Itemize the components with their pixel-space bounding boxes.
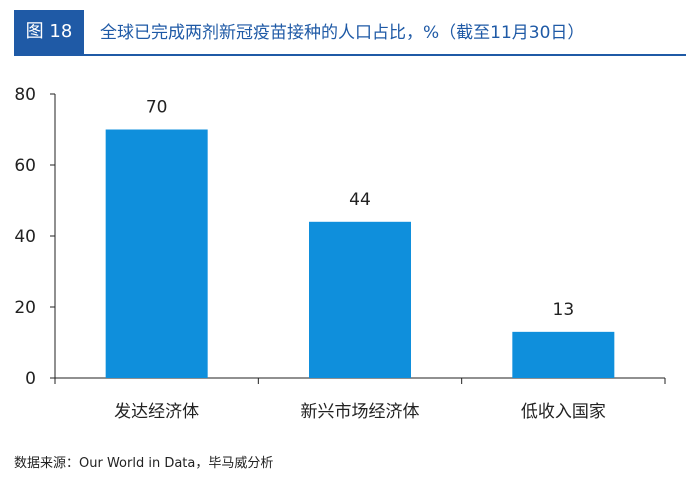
figure-number-badge: 图 18 bbox=[14, 10, 84, 54]
figure-title: 全球已完成两剂新冠疫苗接种的人口占比，%（截至11月30日） bbox=[100, 23, 585, 43]
x-category-label: 新兴市场经济体 bbox=[301, 402, 420, 422]
y-tick-label: 60 bbox=[14, 156, 36, 176]
y-tick-label: 80 bbox=[14, 85, 36, 105]
x-category-label: 低收入国家 bbox=[521, 402, 606, 422]
bar bbox=[309, 221, 411, 378]
x-category-label: 发达经济体 bbox=[114, 402, 199, 422]
bar bbox=[512, 331, 615, 378]
bar-value-label: 13 bbox=[553, 300, 575, 320]
y-tick-label: 20 bbox=[14, 298, 36, 318]
y-tick-label: 0 bbox=[25, 369, 36, 389]
bar-value-label: 70 bbox=[146, 98, 168, 118]
bar bbox=[105, 129, 208, 378]
figure-header: 图 18 全球已完成两剂新冠疫苗接种的人口占比，%（截至11月30日） bbox=[14, 10, 686, 56]
source-note: 数据来源：Our World in Data，毕马威分析 bbox=[14, 456, 274, 471]
y-tick-label: 40 bbox=[14, 227, 36, 247]
bar-value-label: 44 bbox=[349, 190, 371, 210]
